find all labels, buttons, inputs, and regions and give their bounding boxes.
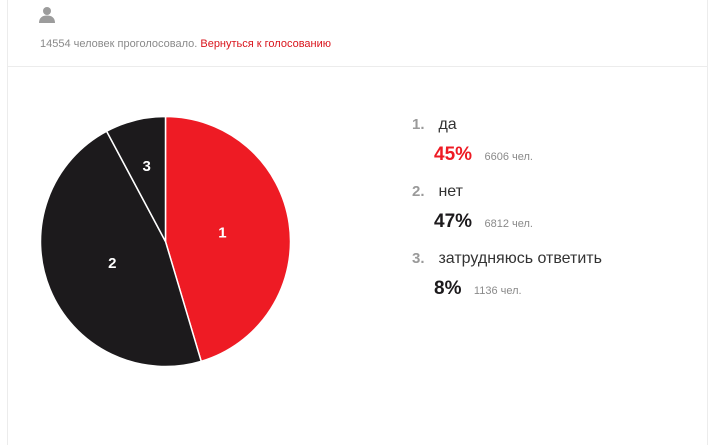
user-icon (39, 7, 55, 23)
result-percent: 8% (434, 278, 462, 299)
result-percent: 47% (434, 211, 473, 232)
pie-chart: 1 2 3 (39, 115, 292, 368)
pie-slice-label: 1 (218, 225, 226, 242)
result-number: 3. (412, 250, 425, 267)
result-label: нет (438, 183, 463, 200)
result-label: да (438, 116, 457, 133)
pie-slice-2 (39, 130, 203, 368)
result-number: 1. (412, 116, 425, 133)
pie-slice-1 (164, 115, 292, 363)
result-item: 1. да 45% 6606 чел. (412, 112, 702, 179)
pie-slice-label: 2 (108, 255, 116, 272)
result-item: 3. затрудняюсь ответить 8% 1136 чел. (412, 246, 702, 313)
result-count: 6606 чел. (484, 151, 533, 163)
poll-header: 14554 человек проголосовало. Вернуться к… (8, 0, 707, 67)
left-divider (7, 0, 8, 445)
result-number: 2. (412, 183, 425, 200)
votes-count-text: 14554 человек проголосовало. (40, 38, 198, 50)
result-count: 1136 чел. (473, 285, 522, 297)
result-item: 2. нет 47% 6812 чел. (412, 179, 702, 246)
results-legend: 1. да 45% 6606 чел. 2. нет 47% 6812 чел.… (412, 112, 702, 313)
result-percent: 45% (434, 144, 473, 165)
pie-slice-3 (105, 115, 167, 242)
votes-summary: 14554 человек проголосовало. Вернуться к… (40, 38, 331, 50)
back-to-voting-link[interactable]: Вернуться к голосованию (200, 38, 332, 50)
result-count: 6812 чел. (484, 218, 533, 230)
result-label: затрудняюсь ответить (438, 250, 602, 267)
pie-slice-label: 3 (143, 158, 151, 175)
